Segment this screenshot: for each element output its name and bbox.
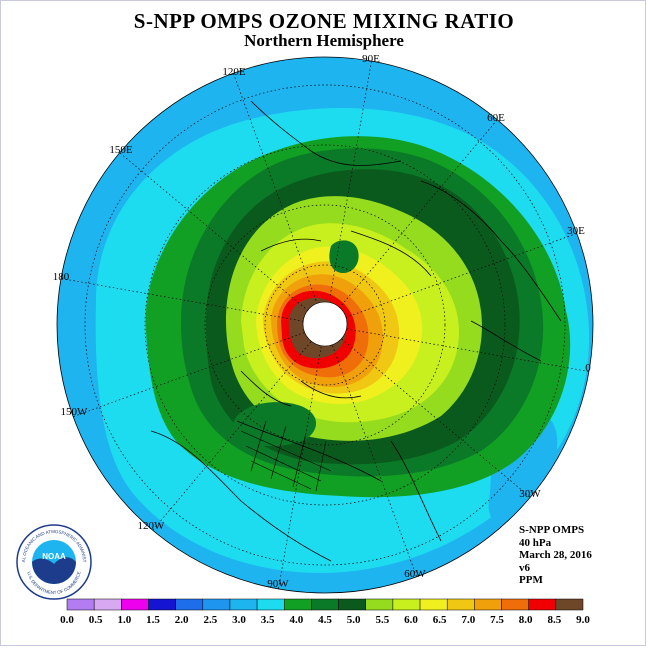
meridian-line: [332, 345, 417, 577]
meridian-line: [61, 278, 304, 322]
lon-label-120e: 120E: [222, 66, 246, 78]
noaa-logo: NOAA NATIONAL OCEANIC AND ATMOSPHERIC AD…: [15, 523, 92, 600]
meridian-line: [338, 119, 498, 309]
longitude-grid: [61, 61, 589, 589]
meridian-line: [341, 338, 531, 498]
meridian-line: [152, 341, 312, 531]
noaa-logo-bird: [32, 557, 76, 584]
map-boundary: [56, 56, 594, 594]
figure-subtitle: Northern Hemisphere: [244, 31, 404, 50]
info-level: 40 hPa: [519, 536, 552, 549]
info-version: v6: [519, 561, 530, 574]
lon-label-60e: 60E: [487, 112, 505, 124]
lon-label-150e: 150E: [109, 144, 133, 156]
info-instrument: S-NPP OMPS: [519, 524, 585, 536]
lon-label-30e: 30E: [567, 225, 585, 237]
meridian-line: [119, 152, 309, 312]
info-units: PPM: [519, 574, 543, 586]
lon-label-90e: 90E: [362, 53, 380, 65]
political-boundaries: [240, 420, 332, 492]
lon-label-180: 180: [53, 271, 70, 283]
info-date: March 28, 2016: [519, 549, 592, 561]
longitude-labels: 90E 60E 30E 0 30W 60W 90W 120W 150W 180 …: [53, 53, 592, 590]
meridian-line: [233, 73, 318, 305]
field-green-intrusion: [232, 402, 317, 447]
lon-label-30w: 30W: [519, 488, 541, 500]
lon-label-0: 0: [585, 362, 591, 374]
lon-label-150w: 150W: [61, 406, 89, 418]
noaa-logo-text: NOAA: [42, 552, 66, 561]
lon-label-90w: 90W: [267, 578, 289, 590]
meridian-line: [328, 61, 372, 304]
field-blue-lobe-top: [368, 78, 420, 110]
meridian-line: [345, 233, 577, 318]
field-green-island: [329, 240, 359, 273]
figure-title: S-NPP OMPS OZONE MIXING RATIO: [133, 9, 515, 33]
meridian-line: [73, 332, 305, 417]
polar-night-hole: [302, 301, 348, 347]
meridian-line: [278, 346, 322, 589]
lon-label-120w: 120W: [138, 520, 166, 532]
lon-label-60w: 60W: [404, 568, 426, 580]
meridian-line: [346, 328, 589, 372]
coastlines: [150, 100, 562, 562]
info-block: S-NPP OMPS 40 hPa March 28, 2016 v6 PPM: [519, 524, 592, 587]
